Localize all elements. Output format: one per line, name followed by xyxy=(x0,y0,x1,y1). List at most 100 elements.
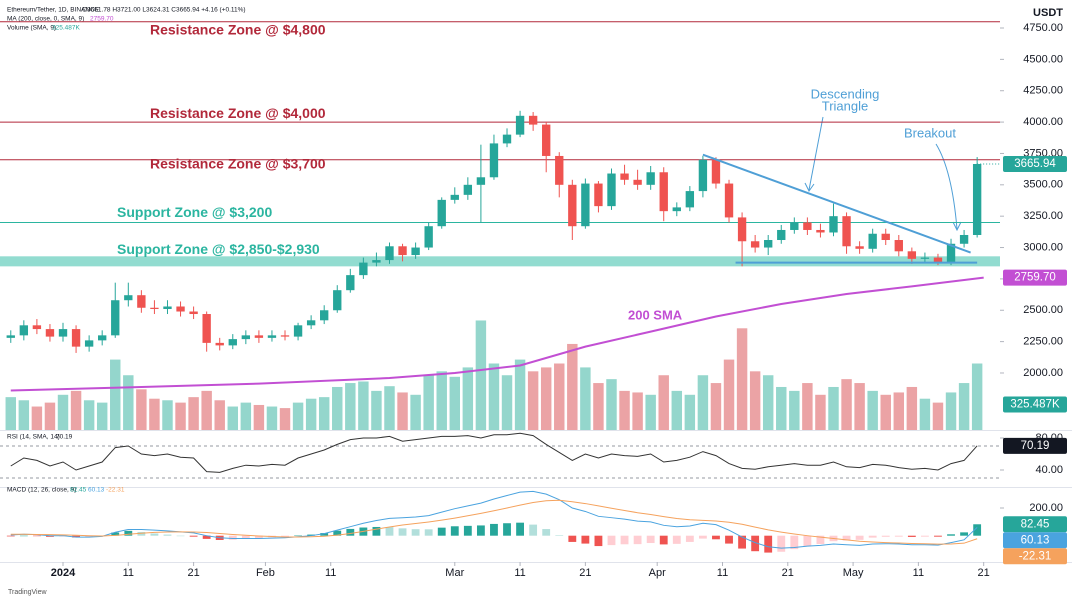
x-tick-label: 11 xyxy=(325,567,336,579)
candle-body xyxy=(150,307,159,310)
macd-histogram-bar xyxy=(503,523,511,536)
macd-histogram-bar xyxy=(385,527,394,536)
macd-histogram-bar xyxy=(450,526,459,536)
macd-histogram-bar xyxy=(241,535,250,539)
candle-body xyxy=(581,183,590,227)
macd-histogram-bar xyxy=(111,532,120,536)
volume-bar xyxy=(188,397,199,430)
macd-histogram-bar xyxy=(698,535,707,539)
candle-body xyxy=(476,177,486,185)
sma-line xyxy=(10,276,984,392)
volume-bar xyxy=(632,392,643,430)
volume-bar xyxy=(123,375,134,430)
macd-histogram-bar xyxy=(777,535,786,552)
macd-histogram-bar xyxy=(124,530,133,536)
volume-bar xyxy=(318,397,330,430)
candle-body xyxy=(293,325,303,337)
volume-bar xyxy=(919,398,931,430)
macd-histogram-bar xyxy=(463,525,472,536)
candle-body xyxy=(163,306,172,310)
triangle-label: Descending xyxy=(811,86,880,101)
candle-body xyxy=(777,229,786,241)
macd-histogram-bar xyxy=(894,535,903,537)
y-tick-label: 2250.00 xyxy=(1023,336,1063,348)
volume-bar xyxy=(371,390,382,430)
candle-body xyxy=(241,335,251,340)
macd-histogram-bar xyxy=(372,526,381,536)
macd-histogram-bar xyxy=(490,523,498,536)
candle-body xyxy=(711,159,721,184)
candle-body xyxy=(359,262,368,276)
volume-bar xyxy=(841,379,852,430)
candle-body xyxy=(32,325,42,330)
y-tick-label: 3250.00 xyxy=(1023,210,1063,222)
candle-body xyxy=(659,172,668,212)
macd-histogram-bar xyxy=(672,535,681,544)
candle-body xyxy=(372,260,381,263)
candle-body xyxy=(528,115,538,125)
volume-bar xyxy=(332,386,343,430)
macd-histogram-bar xyxy=(934,535,942,537)
candle-body xyxy=(280,335,290,337)
zone-label: Resistance Zone @ $3,700 xyxy=(150,155,326,171)
macd-legend-macd: 60.13 xyxy=(88,487,105,494)
volume-bar xyxy=(149,398,160,430)
candle-body xyxy=(737,217,747,242)
x-tick-label: May xyxy=(843,567,864,579)
candle-body xyxy=(437,199,446,227)
candle-body xyxy=(620,173,629,180)
volume-bar xyxy=(96,402,108,430)
candle-body xyxy=(502,134,512,144)
x-tick-label: Apr xyxy=(649,567,666,579)
macd-histogram-bar xyxy=(137,531,146,536)
volume-bar xyxy=(893,392,905,430)
macd-histogram-bar xyxy=(764,535,773,553)
volume-bar xyxy=(201,390,212,430)
breakout-label: Breakout xyxy=(904,125,956,140)
macd-value-box xyxy=(1003,532,1067,549)
candle-body xyxy=(202,314,211,343)
x-tick-label: 11 xyxy=(514,567,525,579)
macd-histogram-bar xyxy=(202,535,211,539)
volume-bar xyxy=(110,359,121,430)
macd-histogram-bar xyxy=(581,535,590,544)
candle-body xyxy=(842,216,851,247)
volume-bar xyxy=(854,383,865,430)
macd-histogram-bar xyxy=(646,535,655,544)
candle-body xyxy=(881,233,890,241)
candle-body xyxy=(333,290,342,311)
watermark: TradingView xyxy=(8,589,47,596)
candle-body xyxy=(607,173,616,207)
x-tick-label: 11 xyxy=(717,567,728,579)
candle-body xyxy=(267,335,277,338)
volume-bar xyxy=(749,371,761,430)
sma-label: 200 SMA xyxy=(628,307,683,322)
volume-bar xyxy=(462,367,474,430)
macd-histogram-bar xyxy=(790,535,799,550)
candle-body xyxy=(385,246,394,261)
candle-body xyxy=(124,295,133,301)
y-tick-label: 4750.00 xyxy=(1023,22,1063,34)
volume-bar xyxy=(240,402,252,430)
triangle-label: Triangle xyxy=(822,98,868,113)
candle-body xyxy=(176,306,185,312)
macd-histogram-bar xyxy=(398,528,407,536)
macd-histogram-bar xyxy=(594,535,603,547)
macd-tick-label: 200.00 xyxy=(1029,502,1063,514)
y-tick-label: 3000.00 xyxy=(1023,241,1063,253)
volume-bar xyxy=(619,390,630,430)
volume-bar xyxy=(475,320,487,430)
ma-legend-value: 2759.70 xyxy=(90,16,114,23)
candle-body xyxy=(398,246,407,256)
macd-histogram-bar xyxy=(803,535,812,547)
macd-histogram-bar xyxy=(333,530,342,536)
ohlc-legend: O3661.78 H3721.00 L3624.31 C3665.94 +4.1… xyxy=(82,7,246,14)
macd-histogram-bar xyxy=(620,535,629,545)
candle-body xyxy=(646,172,655,185)
y-tick-label: 2000.00 xyxy=(1023,367,1063,379)
candle-body xyxy=(698,159,708,192)
volume-bar xyxy=(488,363,500,430)
candle-body xyxy=(215,342,224,346)
volume-bar xyxy=(5,397,16,430)
